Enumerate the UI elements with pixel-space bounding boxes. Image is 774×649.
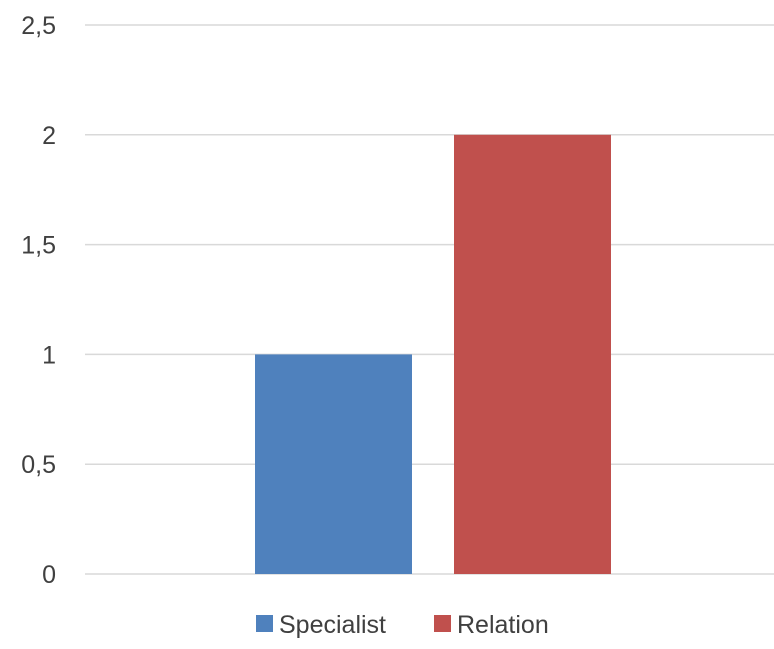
y-tick-label: 1 (42, 341, 56, 369)
legend-item-specialist: Specialist (256, 611, 386, 639)
y-tick-label: 0 (42, 561, 56, 589)
y-tick-label: 1,5 (21, 232, 56, 260)
y-axis-tick-labels: 0 0,5 1 1,5 2 2,5 (21, 12, 56, 589)
legend-item-relation: Relation (434, 611, 549, 639)
legend-label: Relation (457, 611, 549, 639)
legend-swatch (434, 615, 451, 632)
legend-label: Specialist (279, 611, 386, 639)
bars (255, 134, 611, 575)
legend: Specialist Relation (256, 611, 549, 639)
gridlines (85, 24, 774, 575)
bar-specialist (255, 354, 412, 574)
y-tick-label: 2 (42, 122, 56, 150)
bar-relation (454, 134, 611, 575)
y-tick-label: 2,5 (21, 12, 56, 40)
y-tick-label: 0,5 (21, 451, 56, 479)
legend-swatch (256, 615, 273, 632)
